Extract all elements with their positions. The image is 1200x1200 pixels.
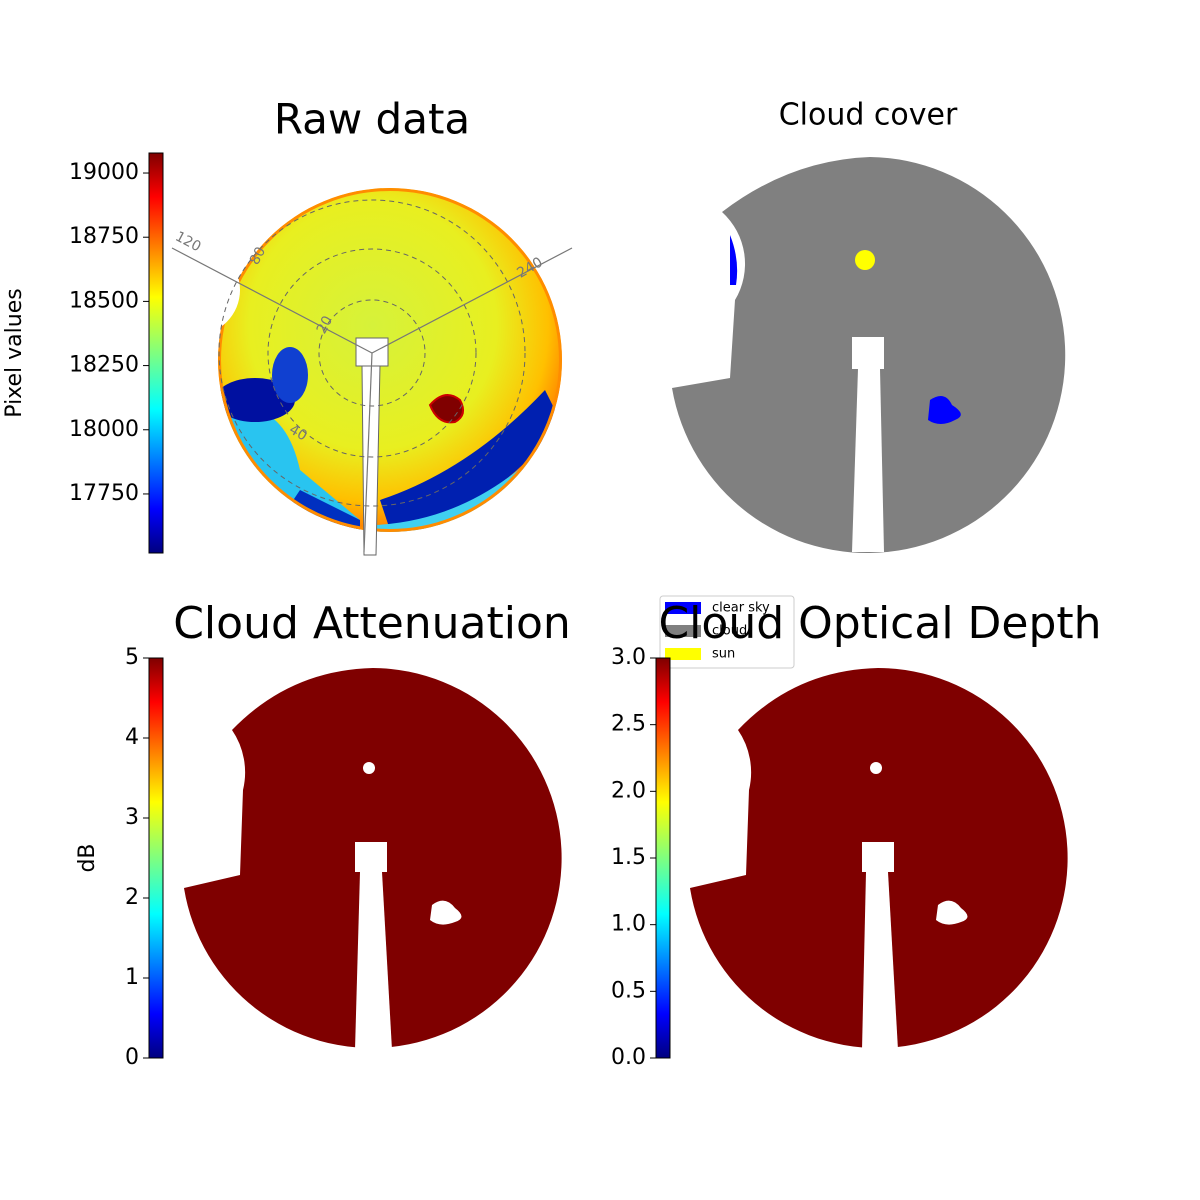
- colorbar-tick-label: 3.0: [611, 645, 646, 670]
- polar-label: 40: [286, 422, 309, 445]
- panel-title: Cloud cover: [779, 98, 958, 133]
- colorbar-tick-label: 1.5: [611, 845, 646, 870]
- raw-image: [145, 188, 573, 556]
- colorbar: [148, 152, 164, 554]
- colorbar-tick-label: 2: [125, 885, 139, 910]
- panel-title: Raw data: [274, 95, 470, 144]
- colorbar-tick-label: 4: [125, 725, 139, 750]
- colorbar-tick-label: 18750: [69, 224, 139, 249]
- legend-swatch: [665, 648, 701, 660]
- panel-title: Cloud Attenuation: [173, 598, 571, 649]
- legend-label: clear sky: [712, 601, 770, 616]
- colorbar-tick-label: 18000: [69, 417, 139, 442]
- colorbar: [655, 657, 671, 1059]
- colorbar-tick-label: 0.5: [611, 978, 646, 1003]
- colorbar-label: Pixel values: [2, 288, 27, 417]
- panel-title: Cloud Optical Depth: [658, 598, 1101, 649]
- colorbar-tick-label: 19000: [69, 160, 139, 185]
- polar-label: 20: [314, 313, 336, 336]
- colorbar-tick-label: 1: [125, 965, 139, 990]
- colorbar-tick-label: 5: [125, 645, 139, 670]
- legend-swatch: [665, 625, 701, 637]
- legend-swatch: [665, 602, 701, 614]
- polar-label: 80: [247, 244, 269, 267]
- colorbar-tick-label: 17750: [69, 481, 139, 506]
- colorbar-tick-label: 18250: [69, 353, 139, 378]
- optical-depth-image: [690, 668, 1068, 1050]
- colorbar-tick-label: 18500: [69, 288, 139, 313]
- colorbar-tick-label: 1.0: [611, 912, 646, 937]
- legend-label: cloud: [712, 624, 747, 639]
- colorbar-tick-label: 0.0: [611, 1045, 646, 1070]
- cloud-cover-image: [672, 157, 1066, 553]
- colorbar-tick-label: 2.5: [611, 712, 646, 737]
- colorbar-tick-label: 0: [125, 1045, 139, 1070]
- colorbar-tick-label: 3: [125, 805, 139, 830]
- attenuation-image: [184, 668, 562, 1050]
- colorbar-label: dB: [75, 843, 100, 872]
- legend-label: sun: [712, 647, 735, 662]
- colorbar-tick-label: 2.0: [611, 778, 646, 803]
- colorbar: [148, 657, 164, 1059]
